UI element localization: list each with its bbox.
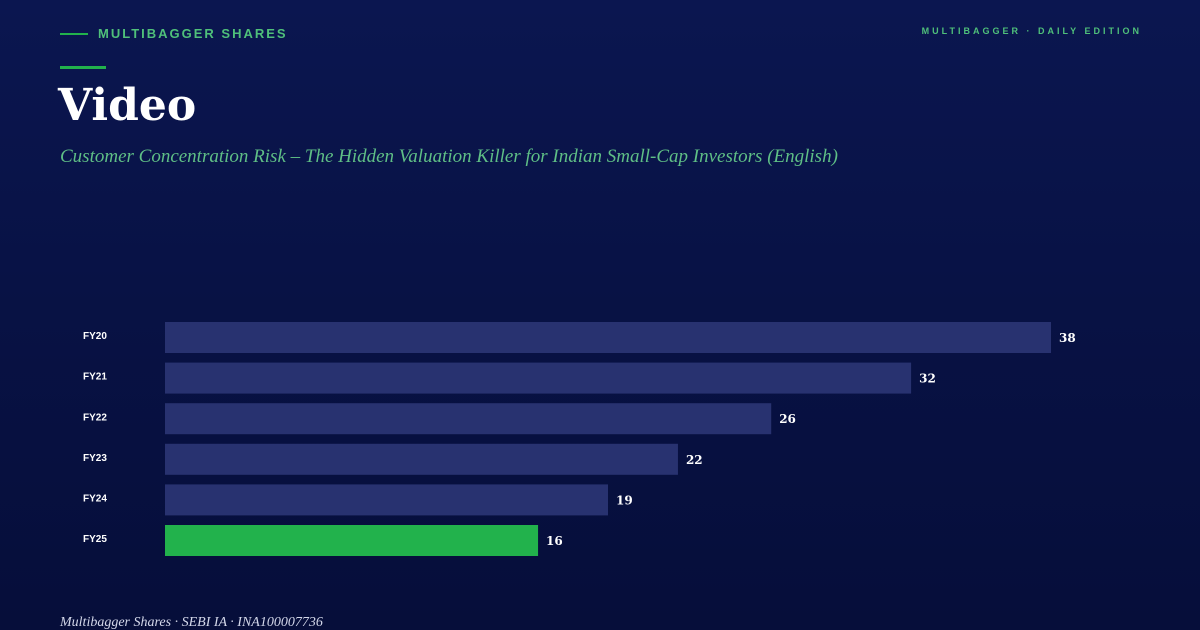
category-label: FY23 xyxy=(83,453,107,464)
category-label: FY25 xyxy=(83,534,107,545)
footer-credit: Multibagger Shares · SEBI IA · INA100007… xyxy=(60,615,323,630)
bar xyxy=(165,484,608,516)
data-label: 19 xyxy=(616,493,633,507)
data-label: 26 xyxy=(779,412,796,426)
data-label: 16 xyxy=(546,534,563,548)
category-label: FY24 xyxy=(83,494,107,505)
bar xyxy=(165,322,1051,353)
edition-label: MULTIBAGGER · DAILY EDITION xyxy=(921,26,1142,36)
bar xyxy=(165,362,912,394)
brand: MULTIBAGGER SHARES xyxy=(60,26,288,41)
data-label: 32 xyxy=(919,372,936,386)
bar-highlight xyxy=(165,525,539,556)
brand-accent-line xyxy=(60,32,88,35)
category-label: FY22 xyxy=(83,412,107,423)
category-label: FY20 xyxy=(83,331,107,342)
bar xyxy=(165,403,772,435)
page-subtitle: Customer Concentration Risk – The Hidden… xyxy=(60,146,838,167)
data-label: 22 xyxy=(686,453,703,467)
brand-name: MULTIBAGGER SHARES xyxy=(98,26,288,41)
page-title: Video xyxy=(58,80,197,131)
category-label: FY21 xyxy=(83,372,107,383)
bar xyxy=(165,443,678,475)
data-label: 38 xyxy=(1059,331,1076,345)
title-accent-bar xyxy=(60,66,106,69)
